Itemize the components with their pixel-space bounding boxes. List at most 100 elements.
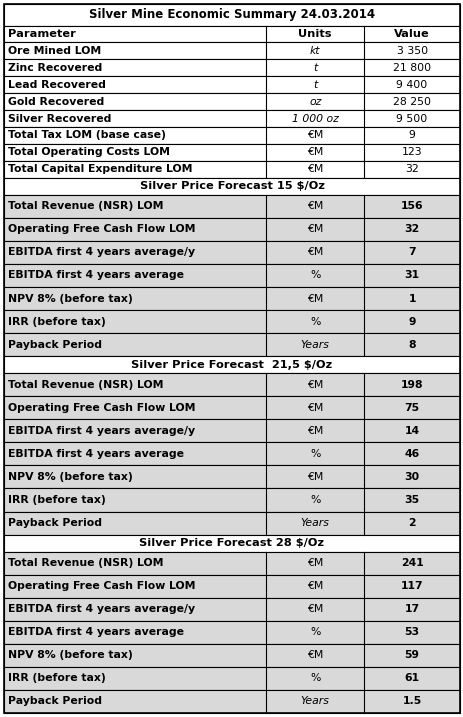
Text: 9 500: 9 500 (396, 113, 427, 123)
Text: kt: kt (309, 46, 320, 56)
Text: €M: €M (307, 650, 323, 660)
Text: €M: €M (307, 130, 323, 141)
Text: €M: €M (307, 164, 323, 174)
Bar (4, 535, 459, 551)
Text: 32: 32 (404, 164, 418, 174)
Text: NPV 8% (before tax): NPV 8% (before tax) (8, 472, 132, 482)
Text: IRR (before tax): IRR (before tax) (8, 317, 106, 326)
Text: Units: Units (298, 29, 331, 39)
Bar (4, 356, 459, 373)
Text: Total Operating Costs LOM: Total Operating Costs LOM (8, 148, 169, 158)
Text: Value: Value (394, 29, 429, 39)
Text: %: % (309, 627, 320, 637)
Text: Payback Period: Payback Period (8, 518, 102, 528)
Bar (4, 644, 459, 667)
Text: Silver Price Forecast 28 $/Oz: Silver Price Forecast 28 $/Oz (139, 538, 324, 548)
Text: 9: 9 (407, 317, 415, 326)
Text: 117: 117 (400, 581, 423, 591)
Text: €M: €M (307, 148, 323, 158)
Bar (4, 42, 459, 60)
Text: 21 800: 21 800 (392, 63, 430, 73)
Text: 75: 75 (404, 403, 419, 413)
Bar (4, 26, 459, 42)
Text: NPV 8% (before tax): NPV 8% (before tax) (8, 650, 132, 660)
Bar (4, 264, 459, 287)
Text: Ore Mined LOM: Ore Mined LOM (8, 46, 101, 56)
Text: IRR (before tax): IRR (before tax) (8, 673, 106, 683)
Text: €M: €M (307, 558, 323, 568)
Bar (4, 241, 459, 264)
Text: 35: 35 (404, 495, 419, 505)
Text: 7: 7 (407, 247, 415, 257)
Text: €M: €M (307, 604, 323, 614)
Bar (4, 373, 459, 397)
Text: 31: 31 (404, 270, 419, 280)
Text: EBITDA first 4 years average: EBITDA first 4 years average (8, 449, 184, 459)
Bar (4, 690, 459, 713)
Text: Operating Free Cash Flow LOM: Operating Free Cash Flow LOM (8, 581, 195, 591)
Text: Payback Period: Payback Period (8, 696, 102, 706)
Bar (4, 110, 459, 127)
Text: Total Revenue (NSR) LOM: Total Revenue (NSR) LOM (8, 379, 163, 389)
Bar (4, 310, 459, 333)
Text: Operating Free Cash Flow LOM: Operating Free Cash Flow LOM (8, 224, 195, 234)
Text: t: t (313, 80, 317, 90)
Text: €M: €M (307, 201, 323, 212)
Bar (4, 465, 459, 488)
Text: 3 350: 3 350 (396, 46, 427, 56)
Text: Silver Mine Economic Summary 24.03.2014: Silver Mine Economic Summary 24.03.2014 (89, 9, 374, 22)
Text: IRR (before tax): IRR (before tax) (8, 495, 106, 505)
Text: NPV 8% (before tax): NPV 8% (before tax) (8, 293, 132, 303)
Bar (4, 161, 459, 178)
Text: Operating Free Cash Flow LOM: Operating Free Cash Flow LOM (8, 403, 195, 413)
Bar (4, 60, 459, 76)
Text: Silver Recovered: Silver Recovered (8, 113, 111, 123)
Text: %: % (309, 495, 320, 505)
Text: 32: 32 (404, 224, 419, 234)
Bar (4, 574, 459, 598)
Text: €M: €M (307, 247, 323, 257)
Text: 46: 46 (404, 449, 419, 459)
Text: EBITDA first 4 years average/y: EBITDA first 4 years average/y (8, 247, 195, 257)
Bar (4, 397, 459, 419)
Text: 8: 8 (407, 340, 415, 350)
Text: €M: €M (307, 293, 323, 303)
Text: 123: 123 (401, 148, 421, 158)
Text: 28 250: 28 250 (392, 97, 430, 107)
Text: 17: 17 (404, 604, 419, 614)
Text: €M: €M (307, 379, 323, 389)
Bar (4, 178, 459, 195)
Text: 156: 156 (400, 201, 423, 212)
Bar (4, 218, 459, 241)
Text: %: % (309, 449, 320, 459)
Bar (4, 488, 459, 511)
Text: EBITDA first 4 years average/y: EBITDA first 4 years average/y (8, 426, 195, 436)
Text: Lead Recovered: Lead Recovered (8, 80, 106, 90)
Text: %: % (309, 317, 320, 326)
Text: 1 000 oz: 1 000 oz (291, 113, 338, 123)
Text: 59: 59 (404, 650, 419, 660)
Text: 1: 1 (407, 293, 415, 303)
Text: 241: 241 (400, 558, 423, 568)
Text: %: % (309, 673, 320, 683)
Text: Years: Years (300, 340, 329, 350)
Text: 9 400: 9 400 (396, 80, 427, 90)
Text: €M: €M (307, 403, 323, 413)
Text: €M: €M (307, 472, 323, 482)
Text: Total Revenue (NSR) LOM: Total Revenue (NSR) LOM (8, 558, 163, 568)
Text: 30: 30 (404, 472, 419, 482)
Text: €M: €M (307, 426, 323, 436)
Bar (4, 287, 459, 310)
Text: 2: 2 (407, 518, 415, 528)
Text: 53: 53 (404, 627, 419, 637)
Bar (4, 195, 459, 218)
Text: oz: oz (308, 97, 321, 107)
Text: Parameter: Parameter (8, 29, 76, 39)
Text: Silver Price Forecast 15 $/Oz: Silver Price Forecast 15 $/Oz (139, 181, 324, 191)
Text: Total Tax LOM (base case): Total Tax LOM (base case) (8, 130, 165, 141)
Bar (4, 93, 459, 110)
Bar (4, 442, 459, 465)
Text: Total Capital Expenditure LOM: Total Capital Expenditure LOM (8, 164, 192, 174)
Text: Gold Recovered: Gold Recovered (8, 97, 104, 107)
Text: Zinc Recovered: Zinc Recovered (8, 63, 102, 73)
